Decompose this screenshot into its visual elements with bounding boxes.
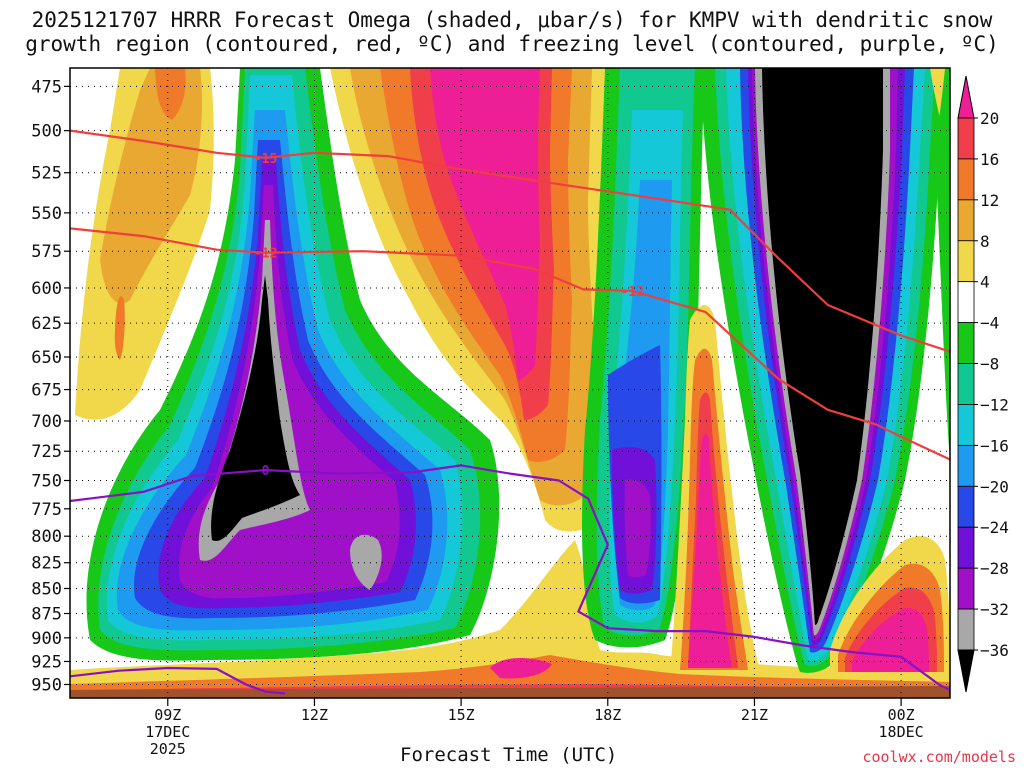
y-tick-label-700: 700 xyxy=(31,412,62,432)
omega-fill-gray-2 xyxy=(350,534,382,590)
y-tick-label-550: 550 xyxy=(31,204,62,224)
omega-fill-ground xyxy=(70,686,950,698)
omega-fill-black-1 xyxy=(211,275,300,541)
contour-label: 0 xyxy=(262,464,270,479)
source-credit[interactable]: coolwx.com/models xyxy=(862,748,1016,766)
colorbar-label: −12 xyxy=(980,395,1009,414)
colorbar-cell xyxy=(957,526,975,569)
contour-line-dgz-1 xyxy=(70,227,950,461)
y-tick-label-475: 475 xyxy=(31,77,62,97)
colorbar-top-arrow xyxy=(957,75,975,119)
omega-colorbar: 20 16 12 8 4 −4 −8 −12 −16 −20 −24 −28 −32 −36 xyxy=(957,75,1009,693)
colorbar-label: 12 xyxy=(980,191,999,210)
contour-label: -15 xyxy=(254,152,277,167)
contour-label: -12 xyxy=(620,285,643,300)
chart-title-line-1: 2025121707 HRRR Forecast Omega (shaded, … xyxy=(31,8,993,32)
omega-fill-green-right-edge xyxy=(935,68,950,460)
chart-title-line-2: growth region (contoured, red, ºC) and f… xyxy=(25,32,999,56)
omega-fill-magenta-right-1 xyxy=(688,434,732,668)
y-tick-label-575: 575 xyxy=(31,242,62,262)
colorbar-cell xyxy=(957,199,975,242)
x-tick-year-label: 2025 xyxy=(150,740,186,758)
omega-fill-amber-left xyxy=(100,68,202,304)
colorbar-label: −8 xyxy=(980,355,999,374)
colorbar-bottom-arrow xyxy=(957,649,975,693)
omega-fill-orange-left xyxy=(155,68,186,120)
y-tick-label-600: 600 xyxy=(31,279,62,299)
pressure-axis: 475 500 525 550 575 600 625 650 675 700 725 750 775 8… xyxy=(31,77,70,695)
omega-fill-purple-2 xyxy=(624,479,651,578)
x-tick-label-18Z: 18Z xyxy=(594,706,621,724)
contour-line-freezing-3 xyxy=(70,666,286,695)
y-tick-label-850: 850 xyxy=(31,580,62,600)
colorbar-label: 8 xyxy=(980,232,990,251)
x-tick-label-00Z: 00Z xyxy=(888,706,915,724)
colorbar-cell xyxy=(957,158,975,201)
colorbar-cell xyxy=(957,608,975,651)
colorbar-cell xyxy=(957,117,975,160)
y-tick-label-900: 900 xyxy=(31,629,62,649)
colorbar-cell xyxy=(957,281,975,324)
y-tick-label-725: 725 xyxy=(31,442,62,462)
colorbar-label: −4 xyxy=(980,314,999,333)
colorbar-cell xyxy=(957,444,975,487)
shaded-omega-field xyxy=(70,68,950,698)
y-tick-label-500: 500 xyxy=(31,122,62,142)
y-tick-label-775: 775 xyxy=(31,500,62,520)
colorbar-label: 4 xyxy=(980,273,990,292)
colorbar-cell xyxy=(957,404,975,446)
x-tick-label-09Z: 09Z xyxy=(154,706,181,724)
colorbar-cell xyxy=(957,363,975,405)
temperature-contours: -15 -12 -12 0 xyxy=(70,129,950,695)
colorbar-label: −28 xyxy=(980,559,1009,578)
contour-label: -12 xyxy=(254,247,277,262)
y-tick-label-925: 925 xyxy=(31,652,62,672)
y-tick-label-750: 750 xyxy=(31,472,62,492)
colorbar-cell xyxy=(957,322,975,364)
y-tick-label-800: 800 xyxy=(31,527,62,547)
colorbar-label: 20 xyxy=(980,109,999,128)
y-tick-label-825: 825 xyxy=(31,554,62,574)
y-tick-label-525: 525 xyxy=(31,164,62,184)
omega-fill-magenta-far-right xyxy=(852,607,929,672)
omega-fill-orange-left-2 xyxy=(114,296,125,360)
colorbar-label: −32 xyxy=(980,600,1009,619)
colorbar-label: −24 xyxy=(980,518,1009,537)
contour-line-dgz-0 xyxy=(70,129,950,353)
x-tick-label-21Z: 21Z xyxy=(741,706,768,724)
colorbar-label: −36 xyxy=(980,641,1009,660)
contour-line-freezing-2 xyxy=(70,464,950,691)
omega-fill-black-3 xyxy=(762,68,883,625)
colorbar-label: 16 xyxy=(980,150,999,169)
colorbar-label: −16 xyxy=(980,436,1009,455)
x-tick-label-12Z: 12Z xyxy=(301,706,328,724)
colorbar-label: −20 xyxy=(980,477,1009,496)
colorbar-cell xyxy=(957,240,975,283)
y-tick-label-650: 650 xyxy=(31,348,62,368)
y-tick-label-950: 950 xyxy=(31,675,62,695)
omega-fill-magenta-bottom-1 xyxy=(490,658,552,679)
x-tick-date-label: 18DEC xyxy=(879,723,924,741)
x-axis-title: Forecast Time (UTC) xyxy=(400,744,618,766)
y-tick-label-675: 675 xyxy=(31,381,62,401)
colorbar-cell xyxy=(957,567,975,610)
colorbar-cell xyxy=(957,485,975,528)
omega-fill-magenta-center xyxy=(430,68,540,380)
x-tick-date-label: 17DEC xyxy=(145,723,190,741)
y-tick-label-875: 875 xyxy=(31,605,62,625)
x-tick-label-15Z: 15Z xyxy=(448,706,475,724)
plot-frame xyxy=(69,67,951,699)
y-tick-label-625: 625 xyxy=(31,314,62,334)
